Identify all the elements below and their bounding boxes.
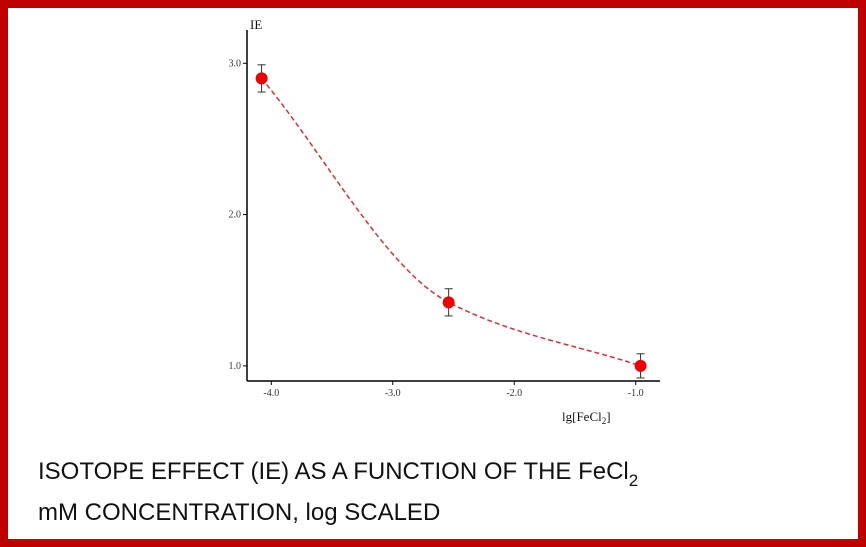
x-axis-label: lg[FeCl2] <box>562 409 611 426</box>
y-tick-label: 2.0 <box>229 210 242 221</box>
fit-curve <box>261 77 641 367</box>
x-label-part: ] <box>606 409 610 424</box>
caption: ISOTOPE EFFECT (IE) AS A FUNCTION OF THE… <box>38 458 638 490</box>
caption-line: mM CONCENTRATION, log SCALED <box>38 499 440 526</box>
x-tick-label: -2.0 <box>506 388 522 399</box>
y-axis-label: IE <box>250 17 262 32</box>
x-tick-label: -3.0 <box>385 388 401 399</box>
x-label-sub: 2 <box>602 416 607 426</box>
caption-part: ISOTOPE EFFECT (IE) AS A FUNCTION OF THE… <box>38 458 629 485</box>
x-tick-label: -1.0 <box>628 388 644 399</box>
caption-sub: 2 <box>629 471 638 490</box>
x-tick-label: -4.0 <box>263 388 279 399</box>
x-label-part: lg[FeCl <box>562 409 602 424</box>
y-tick-label: 3.0 <box>229 58 242 69</box>
point <box>442 296 455 309</box>
y-tick-label: 1.0 <box>229 361 242 372</box>
point <box>255 72 268 85</box>
point <box>634 359 647 372</box>
